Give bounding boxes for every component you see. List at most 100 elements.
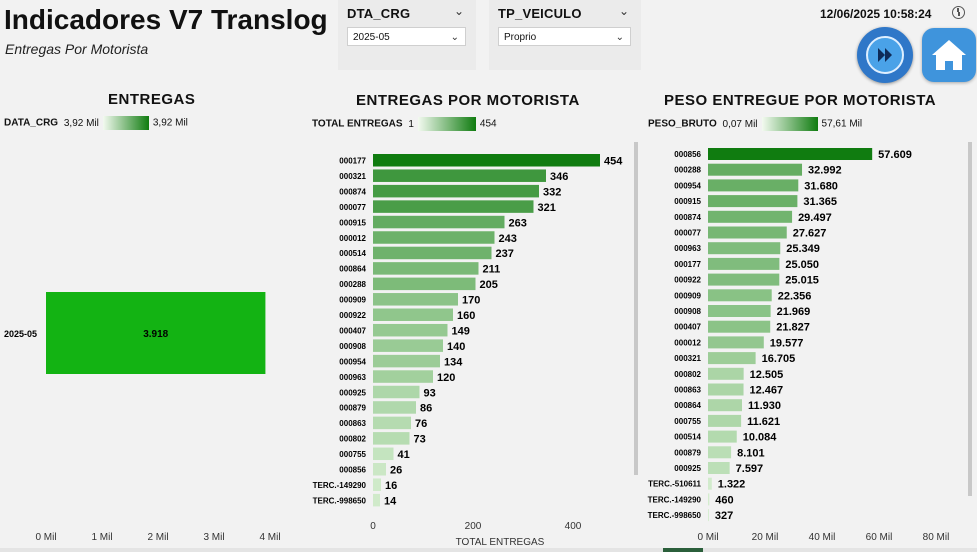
data-label: 41	[398, 449, 410, 461]
bar	[373, 215, 505, 229]
category-label: 000288	[339, 280, 366, 289]
category-label: TERC.-149290	[313, 481, 367, 490]
data-label: 170	[462, 295, 480, 307]
bar	[373, 354, 440, 368]
entregas-legend: DATA_CRG 3,92 Mil 3,92 Mil	[4, 116, 188, 130]
category-label: 000321	[339, 172, 366, 181]
entregas-por-motorista-title: ENTREGAS POR MOTORISTA	[356, 92, 580, 109]
bar	[373, 262, 479, 275]
active-page-tab[interactable]	[663, 548, 703, 552]
category-label: 000909	[339, 296, 366, 305]
slicer-tp-veiculo-dropdown[interactable]: Proprio ⌄	[498, 27, 631, 46]
slicer-tp-veiculo[interactable]: TP_VEICULO ⌄ Proprio ⌄	[489, 0, 641, 70]
x-tick-label: 0 Mil	[697, 532, 718, 543]
data-label: 12.505	[750, 369, 784, 381]
x-tick-label: 3 Mil	[203, 532, 224, 543]
category-label: 000963	[674, 244, 701, 253]
data-label: 134	[444, 356, 463, 368]
category-label: 000863	[674, 386, 701, 395]
chevron-down-icon[interactable]: ⌄	[453, 4, 464, 18]
entregas-chart[interactable]: 2025-05 3.918 0 Mil 1 Mil 2 Mil 3 Mil 4 Mil	[0, 130, 300, 550]
category-label: 000177	[339, 157, 366, 166]
bar	[373, 323, 448, 337]
data-label: 3.918	[143, 329, 168, 340]
bar	[708, 179, 799, 192]
chevron-down-icon[interactable]: ⌄	[618, 4, 629, 18]
bar	[708, 477, 712, 490]
slicer-dta-crg-dropdown[interactable]: 2025-05 ⌄	[347, 27, 466, 46]
x-tick-label: 80 Mil	[923, 532, 950, 543]
data-label: 73	[414, 434, 426, 446]
category-label: 000755	[674, 417, 701, 426]
data-label: 31.365	[803, 196, 837, 208]
data-label: 25.050	[785, 259, 819, 271]
bar	[708, 493, 710, 506]
data-label: 25.015	[785, 275, 819, 287]
data-label: 1.322	[718, 479, 746, 491]
legend-max: 57,61 Mil	[821, 118, 863, 130]
motorista-scrollbar[interactable]	[634, 142, 638, 475]
data-label: 160	[457, 310, 475, 322]
bar	[373, 308, 453, 321]
bar	[373, 184, 539, 198]
category-label: 000922	[339, 311, 366, 320]
bar	[708, 367, 744, 380]
peso-por-motorista-chart[interactable]: 000856 57.609 000288 32.992 000954 31.680 0009…	[640, 130, 977, 550]
bar	[373, 385, 420, 399]
category-label: 000755	[339, 450, 366, 459]
bar	[708, 399, 743, 412]
legend-field: DATA_CRG	[4, 117, 59, 129]
bar	[708, 383, 744, 396]
entregas-por-motorista-chart[interactable]: 000177 454 000321 346 000874 332 000077 321 0009…	[305, 130, 635, 550]
category-label: 000012	[674, 338, 701, 347]
peso-legend: PESO_BRUTO 0,07 Mil 57,61 Mil	[648, 117, 862, 131]
category-label: TERC.-510611	[648, 480, 701, 489]
bar	[373, 154, 600, 167]
bar	[708, 210, 793, 223]
bar	[373, 432, 410, 445]
home-button[interactable]	[922, 28, 976, 82]
bar	[708, 226, 787, 239]
bar	[46, 292, 266, 374]
legend-gradient	[417, 117, 476, 131]
bar	[373, 416, 411, 430]
bar	[708, 336, 764, 349]
slicer-dta-crg[interactable]: DTA_CRG ⌄ 2025-05 ⌄	[338, 0, 476, 70]
x-tick-label: 4 Mil	[259, 532, 280, 543]
x-tick-label: 200	[465, 521, 482, 532]
category-label: 000908	[339, 342, 366, 351]
x-axis-label: TOTAL ENTREGAS	[456, 537, 545, 548]
bar	[373, 401, 416, 414]
bar	[373, 339, 443, 352]
bar	[708, 305, 771, 317]
peso-por-motorista-title: PESO ENTREGUE POR MOTORISTA	[664, 92, 937, 109]
category-label: 000514	[339, 249, 366, 258]
category-label: 000874	[339, 187, 366, 196]
category-label: 000954	[674, 181, 701, 190]
bar	[708, 430, 737, 443]
bar	[373, 277, 476, 291]
bar	[708, 163, 803, 176]
next-page-button[interactable]	[857, 27, 913, 83]
data-label: 237	[496, 248, 514, 260]
category-label: 000407	[674, 323, 701, 332]
report-subtitle: Entregas Por Motorista	[5, 41, 149, 57]
bar	[373, 246, 492, 260]
data-label: 149	[452, 325, 470, 337]
data-label: 120	[437, 372, 455, 384]
data-label: 14	[384, 495, 397, 507]
x-tick-label: 20 Mil	[752, 532, 779, 543]
x-tick-label: 2 Mil	[147, 532, 168, 543]
slicer-tp-veiculo-label: TP_VEICULO	[498, 6, 582, 21]
data-label: 243	[499, 233, 517, 245]
x-tick-label: 400	[565, 521, 582, 532]
peso-scrollbar[interactable]	[968, 142, 972, 496]
bar	[373, 231, 495, 244]
bar	[373, 447, 394, 461]
x-tick-label: 40 Mil	[809, 532, 836, 543]
category-label: 000879	[674, 448, 701, 457]
clock-icon	[952, 6, 965, 19]
data-label: 205	[480, 279, 498, 291]
page-tab-bar	[0, 548, 977, 552]
data-label: 460	[715, 494, 733, 506]
